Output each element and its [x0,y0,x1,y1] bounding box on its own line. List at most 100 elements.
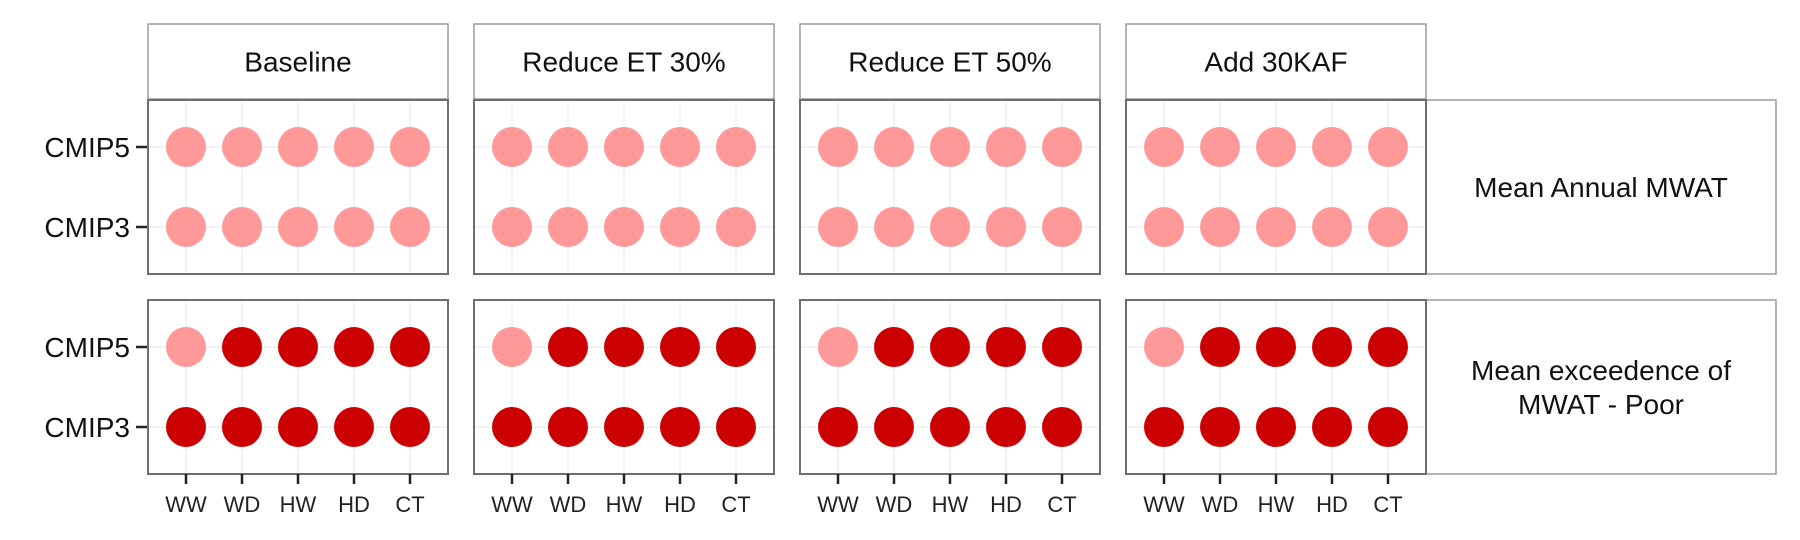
data-point [1312,207,1352,247]
data-point [1200,207,1240,247]
data-point [1144,407,1184,447]
data-point [492,207,532,247]
x-tick-label: CT [1373,492,1402,517]
data-point [492,407,532,447]
data-point [930,407,970,447]
data-point [222,407,262,447]
data-point [986,407,1026,447]
data-point [930,207,970,247]
data-point [334,327,374,367]
data-point [604,207,644,247]
x-tick-label: HD [338,492,370,517]
row-strip [1425,299,1777,475]
facet-strip [147,23,449,100]
data-point [492,327,532,367]
data-point [548,407,588,447]
data-point [390,127,430,167]
data-point [1312,327,1352,367]
data-point [1368,407,1408,447]
data-point [334,207,374,247]
data-point [492,127,532,167]
data-point [1144,327,1184,367]
data-point [1200,327,1240,367]
data-point [1200,407,1240,447]
data-point [1042,327,1082,367]
data-point [1312,407,1352,447]
x-tick-label: HW [932,492,969,517]
data-point [1200,127,1240,167]
data-point [1368,207,1408,247]
data-point [1312,127,1352,167]
data-point [930,127,970,167]
x-tick-label: HD [1316,492,1348,517]
data-point [222,127,262,167]
data-point [222,207,262,247]
data-point [548,327,588,367]
data-point [1256,327,1296,367]
data-point [1368,127,1408,167]
data-point [1144,127,1184,167]
data-point [874,127,914,167]
data-point [716,407,756,447]
data-point [986,207,1026,247]
data-point [604,407,644,447]
data-point [1042,127,1082,167]
x-tick-label: CT [1047,492,1076,517]
data-point [390,407,430,447]
data-point [986,127,1026,167]
data-point [986,327,1026,367]
data-point [716,207,756,247]
data-point [874,407,914,447]
data-point [278,407,318,447]
data-point [166,127,206,167]
x-tick-label: WW [165,492,207,517]
facet-strip [473,23,775,100]
facet-strip [799,23,1101,100]
data-point [660,327,700,367]
facet-strip-label: Add 30KAF [1204,47,1347,78]
data-point [334,127,374,167]
data-point [818,207,858,247]
row-strip-label: Mean Annual MWAT [1474,172,1728,203]
x-tick-label: WD [876,492,913,517]
x-tick-label: HW [280,492,317,517]
data-point [716,327,756,367]
facet-strip-label: Reduce ET 30% [522,47,725,78]
data-point [604,127,644,167]
data-point [334,407,374,447]
row-strip [1425,99,1777,275]
row-strip-label: Mean exceedence of [1471,355,1731,386]
y-tick-label: CMIP3 [44,412,130,443]
x-tick-label: HD [990,492,1022,517]
facet-strip [1125,23,1427,100]
x-tick-label: HW [1258,492,1295,517]
data-point [660,407,700,447]
x-tick-label: WD [224,492,261,517]
data-point [390,327,430,367]
data-point [166,407,206,447]
data-point [1256,127,1296,167]
x-tick-label: HW [606,492,643,517]
data-point [660,127,700,167]
x-tick-label: WW [817,492,859,517]
row-strip-label: MWAT - Poor [1518,389,1684,420]
data-point [548,127,588,167]
data-point [222,327,262,367]
data-point [716,127,756,167]
data-point [930,327,970,367]
facet-strip-label: Baseline [244,47,351,78]
data-point [1144,207,1184,247]
x-tick-label: WW [1143,492,1185,517]
x-tick-label: CT [721,492,750,517]
x-tick-label: WD [1202,492,1239,517]
data-point [278,207,318,247]
y-tick-label: CMIP3 [44,212,130,243]
facet-strip-label: Reduce ET 50% [848,47,1051,78]
x-tick-label: WW [491,492,533,517]
data-point [278,327,318,367]
data-point [1042,207,1082,247]
data-point [818,327,858,367]
data-point [548,207,588,247]
data-point [604,327,644,367]
